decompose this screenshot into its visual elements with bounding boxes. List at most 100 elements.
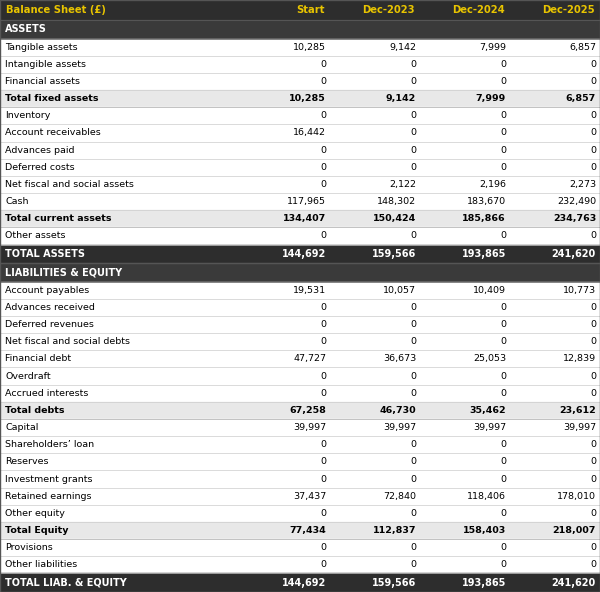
Text: 0: 0 (410, 561, 416, 570)
Text: 0: 0 (410, 458, 416, 466)
Text: Retained earnings: Retained earnings (5, 492, 91, 501)
Bar (0, 20, 600, 38)
Text: 0: 0 (320, 475, 326, 484)
Text: TOTAL ASSETS: TOTAL ASSETS (5, 249, 85, 259)
Text: 12,839: 12,839 (563, 355, 596, 363)
Bar (0, 299, 600, 316)
Bar (0, 73, 600, 90)
Text: Other liabilities: Other liabilities (5, 561, 77, 570)
Text: 0: 0 (320, 561, 326, 570)
Text: Accrued interests: Accrued interests (5, 389, 88, 398)
Text: 0: 0 (500, 561, 506, 570)
Bar (0, 159, 600, 176)
Text: 23,612: 23,612 (559, 406, 596, 415)
Bar (0, 107, 600, 124)
Bar (0, 471, 600, 488)
Text: Dec-2023: Dec-2023 (362, 5, 415, 15)
Text: 0: 0 (320, 180, 326, 189)
Bar (0, 436, 600, 453)
Bar (0, 141, 600, 159)
Text: 193,865: 193,865 (461, 249, 506, 259)
Text: 0: 0 (590, 389, 596, 398)
Text: 0: 0 (590, 475, 596, 484)
Bar (0, 244, 600, 263)
Text: 0: 0 (500, 475, 506, 484)
Text: 46,730: 46,730 (379, 406, 416, 415)
Text: Inventory: Inventory (5, 111, 50, 120)
Bar (0, 227, 600, 244)
Text: 0: 0 (500, 337, 506, 346)
Text: 0: 0 (500, 320, 506, 329)
Text: 0: 0 (590, 231, 596, 240)
Text: 159,566: 159,566 (372, 578, 416, 588)
Bar (0, 385, 600, 402)
Bar (0, 419, 600, 436)
Bar (0, 333, 600, 350)
Text: Other equity: Other equity (5, 509, 65, 518)
Text: 0: 0 (320, 337, 326, 346)
Text: 19,531: 19,531 (293, 286, 326, 295)
Text: 47,727: 47,727 (293, 355, 326, 363)
Text: 9,142: 9,142 (389, 43, 416, 52)
Text: 0: 0 (410, 163, 416, 172)
Text: 0: 0 (320, 111, 326, 120)
Text: 0: 0 (590, 458, 596, 466)
Text: 0: 0 (500, 543, 506, 552)
Text: 7,999: 7,999 (479, 43, 506, 52)
Text: 0: 0 (410, 372, 416, 381)
Text: 0: 0 (410, 509, 416, 518)
Text: 10,285: 10,285 (289, 94, 326, 103)
Text: 16,442: 16,442 (293, 128, 326, 137)
Bar (0, 368, 600, 385)
Text: Cash: Cash (5, 197, 29, 206)
Text: 0: 0 (320, 77, 326, 86)
Text: 35,462: 35,462 (469, 406, 506, 415)
Text: 234,763: 234,763 (553, 214, 596, 223)
Text: 0: 0 (320, 543, 326, 552)
Text: 36,673: 36,673 (383, 355, 416, 363)
Text: 0: 0 (410, 303, 416, 312)
Text: 37,437: 37,437 (293, 492, 326, 501)
Text: Other assets: Other assets (5, 231, 65, 240)
Text: 0: 0 (320, 231, 326, 240)
Text: 0: 0 (590, 163, 596, 172)
Text: 0: 0 (410, 440, 416, 449)
Text: 0: 0 (590, 320, 596, 329)
Text: Start: Start (296, 5, 325, 15)
Text: 0: 0 (320, 458, 326, 466)
Bar (0, 574, 600, 592)
Text: Overdraft: Overdraft (5, 372, 50, 381)
Text: 0: 0 (590, 128, 596, 137)
Text: 0: 0 (410, 77, 416, 86)
Text: 0: 0 (590, 440, 596, 449)
Bar (0, 38, 600, 56)
Text: 39,997: 39,997 (293, 423, 326, 432)
Text: Balance Sheet (£): Balance Sheet (£) (6, 5, 106, 15)
Text: 0: 0 (410, 475, 416, 484)
Text: 7,999: 7,999 (476, 94, 506, 103)
Text: 0: 0 (590, 561, 596, 570)
Text: ASSETS: ASSETS (5, 24, 47, 34)
Text: 0: 0 (590, 372, 596, 381)
Text: 178,010: 178,010 (557, 492, 596, 501)
Text: 10,773: 10,773 (563, 286, 596, 295)
Text: 10,285: 10,285 (293, 43, 326, 52)
Text: Capital: Capital (5, 423, 38, 432)
Bar (0, 0, 600, 20)
Text: 185,866: 185,866 (463, 214, 506, 223)
Text: 0: 0 (320, 163, 326, 172)
Bar (0, 316, 600, 333)
Text: Provisions: Provisions (5, 543, 53, 552)
Bar (0, 522, 600, 539)
Text: Total current assets: Total current assets (5, 214, 112, 223)
Text: 9,142: 9,142 (386, 94, 416, 103)
Text: 0: 0 (500, 440, 506, 449)
Text: 193,865: 193,865 (461, 578, 506, 588)
Text: 118,406: 118,406 (467, 492, 506, 501)
Text: 39,997: 39,997 (383, 423, 416, 432)
Text: 0: 0 (590, 337, 596, 346)
Text: 0: 0 (500, 231, 506, 240)
Text: 241,620: 241,620 (552, 578, 596, 588)
Text: 232,490: 232,490 (557, 197, 596, 206)
Text: Tangible assets: Tangible assets (5, 43, 77, 52)
